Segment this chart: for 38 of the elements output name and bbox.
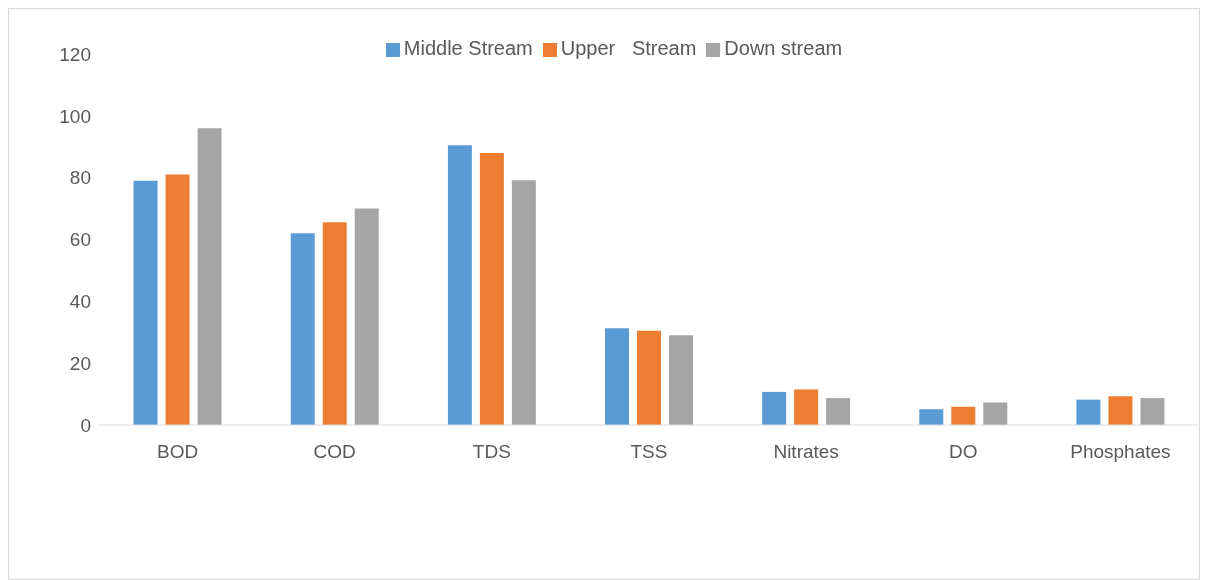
- bar: [951, 406, 976, 425]
- bar: [197, 128, 222, 425]
- x-tick-label: TSS: [630, 441, 668, 463]
- x-tick-label: BOD: [156, 441, 199, 463]
- bar: [983, 402, 1008, 425]
- legend-label: Down stream: [724, 37, 843, 59]
- bar: [447, 145, 472, 425]
- bar: [165, 174, 190, 425]
- x-tick-label: Phosphates: [1070, 441, 1171, 463]
- bar: [1108, 396, 1133, 425]
- bar: [637, 330, 661, 425]
- bar: [479, 152, 504, 425]
- bar: [1140, 398, 1165, 425]
- y-tick-label: 40: [69, 291, 91, 313]
- bar: [511, 180, 536, 425]
- bar: [919, 409, 944, 425]
- y-tick-label: 0: [80, 414, 91, 436]
- y-tick-label: 20: [69, 352, 91, 374]
- y-tick-label: 80: [69, 167, 91, 189]
- bar: [133, 180, 158, 425]
- bar: [669, 335, 693, 425]
- y-tick-label: 100: [59, 105, 91, 127]
- x-tick-label: DO: [949, 441, 978, 463]
- x-tick-label: COD: [313, 441, 356, 463]
- bar: [605, 328, 629, 425]
- y-tick-label: 120: [59, 43, 91, 65]
- x-tick-label: TDS: [472, 441, 511, 463]
- bar: [354, 208, 379, 425]
- bar: [1076, 399, 1101, 425]
- x-tick-label: Nitrates: [773, 441, 839, 463]
- legend-label: Upper Stream: [560, 37, 697, 59]
- bar: [290, 233, 315, 425]
- bar: [826, 398, 851, 425]
- y-tick-label: 60: [69, 229, 91, 251]
- bar: [762, 391, 787, 425]
- legend-label: Middle Stream: [403, 37, 533, 59]
- bar: [322, 222, 347, 425]
- bar: [794, 389, 819, 425]
